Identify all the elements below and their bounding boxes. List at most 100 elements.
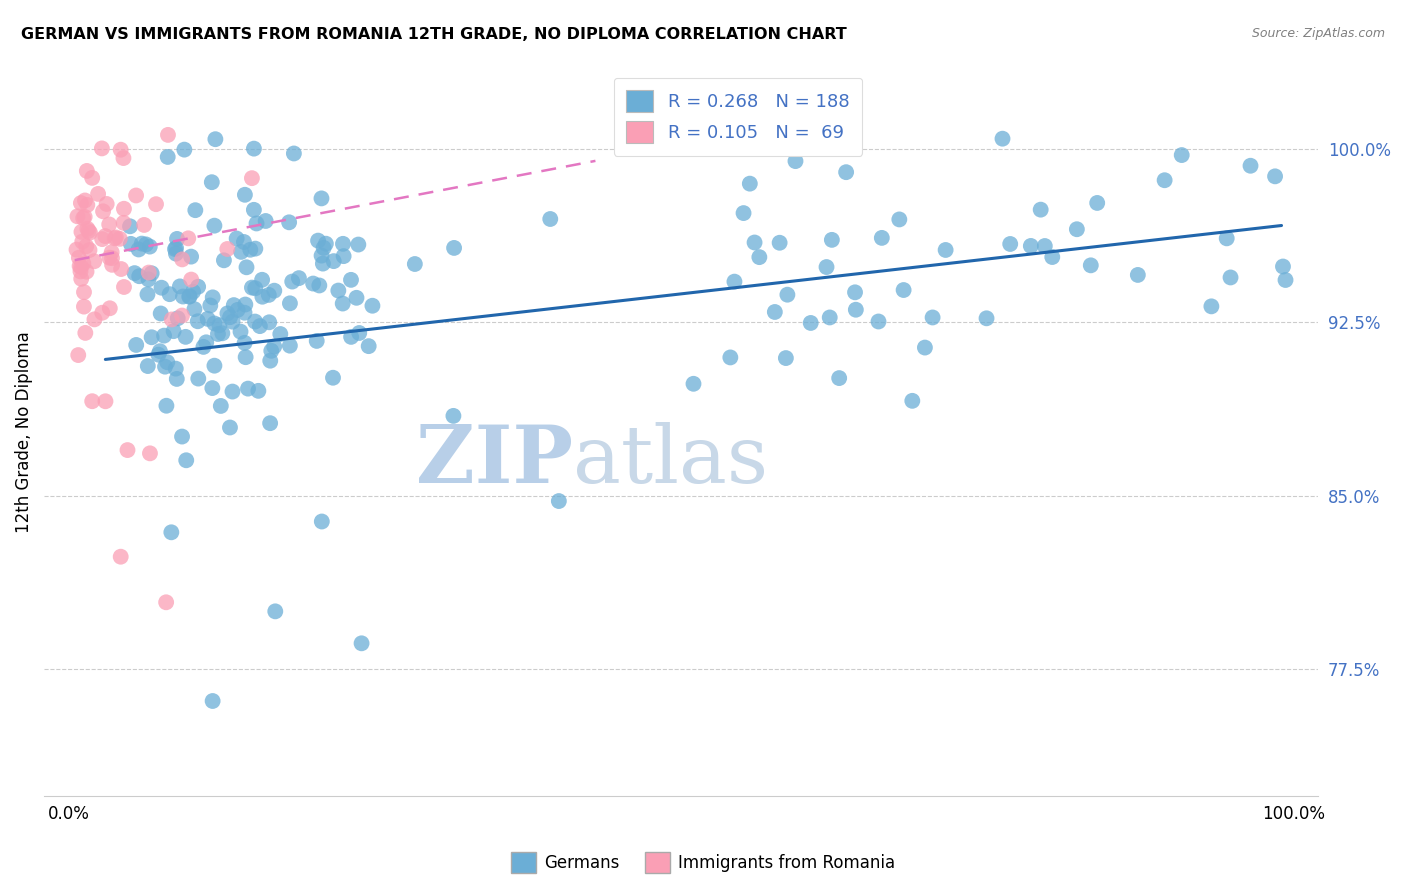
Point (172, 289, 194, 303)
Point (98, 251, 121, 265)
Point (149, 344, 172, 359)
Point (73, 300, 96, 314)
Point (91, 232, 114, 246)
Point (870, 231, 893, 245)
Point (233, 297, 256, 311)
Text: GERMAN VS IMMIGRANTS FROM ROMANIA 12TH GRADE, NO DIPLOMA CORRELATION CHART: GERMAN VS IMMIGRANTS FROM ROMANIA 12TH G… (21, 27, 846, 42)
Point (222, 298, 245, 312)
Point (165, 241, 187, 255)
Point (204, 317, 226, 331)
Point (136, 359, 159, 373)
Point (868, 314, 890, 328)
Point (139, 446, 162, 460)
Point (821, 233, 844, 247)
Point (404, 257, 426, 271)
Point (308, 278, 330, 293)
Point (150, 281, 173, 295)
Point (94, 394, 117, 409)
Point (233, 306, 256, 320)
Point (117, 443, 139, 458)
Point (332, 296, 354, 310)
Point (104, 230, 127, 244)
Point (350, 636, 373, 650)
Point (346, 291, 368, 305)
Point (83, 312, 105, 326)
Point (160, 525, 183, 540)
Point (110, 143, 132, 157)
Point (170, 309, 193, 323)
Point (120, 236, 142, 251)
Point (332, 236, 354, 251)
Point (260, 343, 283, 358)
Point (169, 279, 191, 293)
Point (155, 399, 177, 413)
Point (243, 202, 266, 217)
Point (183, 302, 205, 317)
Point (70, 225, 93, 239)
Point (207, 326, 229, 341)
Point (263, 339, 285, 353)
Point (281, 275, 304, 289)
Point (174, 453, 197, 467)
Point (91, 306, 114, 320)
Point (235, 260, 257, 275)
Point (200, 298, 222, 312)
Point (201, 175, 224, 189)
Text: Source: ZipAtlas.com: Source: ZipAtlas.com (1251, 27, 1385, 40)
Point (69, 264, 91, 278)
Point (108, 232, 131, 246)
Point (240, 280, 263, 294)
Point (141, 330, 163, 344)
Point (1170, 148, 1192, 162)
Point (1201, 299, 1223, 313)
Point (283, 146, 305, 161)
Point (311, 249, 333, 263)
Point (77, 224, 100, 238)
Point (69, 259, 91, 273)
Point (148, 348, 170, 362)
Point (96, 197, 118, 211)
Point (302, 277, 325, 291)
Point (162, 324, 184, 338)
Point (776, 287, 799, 301)
Point (91, 204, 114, 219)
Point (315, 236, 337, 251)
Point (249, 319, 271, 334)
Point (239, 243, 262, 257)
Point (76, 265, 98, 279)
Point (1274, 273, 1296, 287)
Point (225, 231, 247, 245)
Point (79, 243, 101, 257)
Text: ZIP: ZIP (416, 422, 572, 500)
Point (174, 330, 197, 344)
Point (202, 219, 225, 233)
Point (172, 252, 194, 267)
Point (94, 229, 117, 244)
Point (217, 242, 239, 256)
Point (156, 355, 179, 369)
Point (328, 284, 350, 298)
Point (259, 416, 281, 430)
Point (738, 177, 761, 191)
Point (83, 254, 105, 268)
Point (125, 188, 148, 202)
Legend: Germans, Immigrants from Romania: Germans, Immigrants from Romania (505, 846, 901, 880)
Point (181, 285, 204, 299)
Point (1033, 239, 1056, 253)
Point (204, 132, 226, 146)
Point (247, 384, 270, 398)
Point (976, 311, 998, 326)
Point (828, 371, 851, 385)
Point (180, 272, 202, 286)
Point (312, 241, 335, 255)
Point (1000, 237, 1022, 252)
Point (818, 310, 841, 325)
Point (76, 164, 98, 178)
Point (173, 143, 195, 157)
Point (73, 285, 96, 299)
Point (135, 237, 157, 252)
Point (187, 314, 209, 328)
Point (67, 251, 90, 265)
Point (101, 251, 124, 265)
Point (221, 384, 243, 399)
